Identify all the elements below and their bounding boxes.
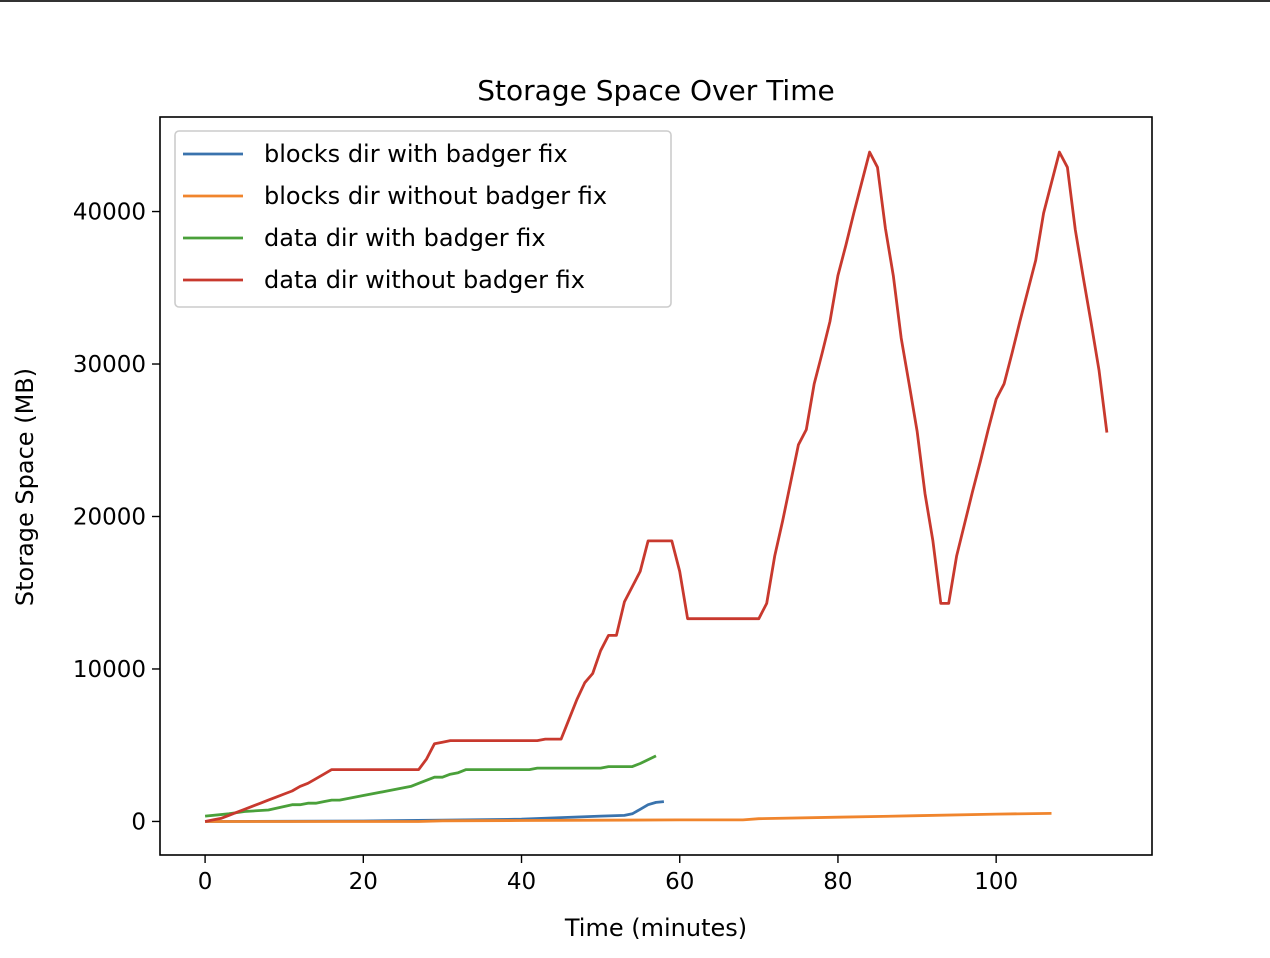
legend: blocks dir with badger fix blocks dir wit…: [174, 130, 672, 308]
series-line-1: [205, 800, 665, 823]
series-line-2: [205, 812, 1052, 823]
y-tick-label: 10000: [73, 657, 146, 683]
y-tick-label: 0: [131, 809, 146, 835]
legend-box: [174, 130, 672, 308]
x-tick-label: 60: [665, 869, 694, 895]
series-line-3: [204, 754, 657, 818]
y-tick-label: 20000: [73, 504, 146, 530]
y-axis: 0 10000 20000 30000 40000: [73, 200, 160, 835]
legend-label: data dir without badger fix: [264, 266, 585, 294]
y-tick-label: 30000: [73, 352, 146, 378]
y-axis-label: Storage Space (MB): [11, 368, 39, 606]
x-axis-label: Time (minutes): [564, 914, 747, 942]
legend-label: blocks dir without badger fix: [264, 182, 607, 210]
y-tick-label: 40000: [73, 200, 146, 226]
chart-title: Storage Space Over Time: [477, 74, 834, 107]
legend-label: blocks dir with badger fix: [264, 140, 568, 168]
window-top-border: [0, 0, 1270, 2]
x-tick-label: 40: [507, 869, 536, 895]
legend-label: data dir with badger fix: [264, 224, 546, 252]
series-line-4: [204, 150, 1109, 823]
x-tick-label: 20: [349, 869, 378, 895]
x-tick-label: 0: [198, 869, 213, 895]
axes-frame: [159, 116, 1153, 856]
plot-area: [204, 150, 1109, 823]
x-axis: 0 20 40 60 80 100: [198, 855, 1018, 895]
x-tick-label: 80: [823, 869, 852, 895]
x-tick-label: 100: [974, 869, 1018, 895]
